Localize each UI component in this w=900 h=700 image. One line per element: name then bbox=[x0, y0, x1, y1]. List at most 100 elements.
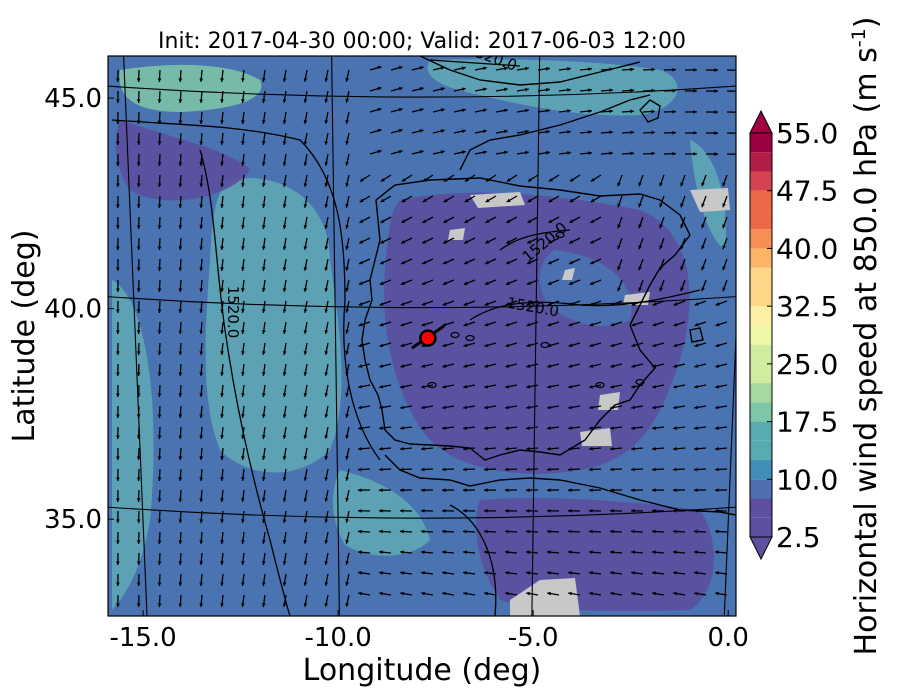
wind-arrowhead bbox=[463, 364, 468, 368]
wind-arrowhead bbox=[157, 225, 162, 229]
wind-arrowhead bbox=[324, 602, 329, 607]
wind-arrowhead bbox=[715, 488, 719, 493]
wind-arrowhead bbox=[463, 529, 467, 534]
wind-arrowhead bbox=[715, 322, 720, 327]
colorbar-tick-label: 40.0 bbox=[776, 232, 838, 265]
wind-arrowhead bbox=[505, 467, 509, 472]
wind-arrowhead bbox=[630, 151, 634, 156]
wind-arrowhead bbox=[199, 246, 204, 250]
wind-arrowhead bbox=[282, 141, 287, 145]
wind-arrowhead bbox=[505, 446, 509, 451]
wind-arrowhead bbox=[261, 78, 266, 82]
wind-arrowhead bbox=[652, 529, 656, 534]
contour-line bbox=[111, 119, 381, 461]
colorbar-segment bbox=[750, 479, 772, 499]
wind-arrowhead bbox=[590, 177, 595, 182]
wind-arrowhead bbox=[345, 602, 350, 607]
wind-arrowhead bbox=[157, 183, 162, 187]
wind-arrowhead bbox=[115, 225, 120, 229]
wind-arrowhead bbox=[398, 86, 403, 91]
wind-arrowhead bbox=[379, 571, 383, 575]
wind-arrowhead bbox=[610, 571, 614, 575]
wind-arrowhead bbox=[610, 426, 614, 430]
wind-arrowhead bbox=[199, 498, 204, 502]
wind-arrowhead bbox=[693, 67, 697, 72]
wind-arrowhead bbox=[440, 66, 445, 70]
wind-arrowhead bbox=[421, 467, 425, 472]
wind-arrowhead bbox=[652, 550, 656, 555]
wind-arrowhead bbox=[442, 384, 447, 389]
wind-arrowhead bbox=[652, 571, 656, 575]
wind-arrowhead bbox=[526, 591, 530, 596]
wind-arrowhead bbox=[482, 108, 487, 113]
wind-arrowhead bbox=[547, 550, 551, 555]
wind-arrowhead bbox=[157, 477, 162, 481]
colorbar-segment bbox=[750, 306, 772, 326]
wind-arrowhead bbox=[715, 467, 719, 472]
wind-arrowhead bbox=[421, 550, 425, 555]
wind-arrowhead bbox=[715, 529, 719, 534]
wind-arrowhead bbox=[379, 384, 384, 389]
wind-arrowhead bbox=[610, 550, 614, 555]
wind-arrowhead bbox=[631, 322, 636, 327]
wind-arrowhead bbox=[157, 330, 162, 334]
wind-arrowhead bbox=[359, 240, 364, 244]
wind-arrowhead bbox=[157, 246, 162, 250]
wind-arrowhead bbox=[484, 529, 488, 534]
wind-arrowhead bbox=[136, 246, 141, 250]
wind-arrowhead bbox=[282, 288, 287, 292]
wind-arrowhead bbox=[505, 508, 509, 513]
wind-arrowhead bbox=[547, 405, 551, 410]
wind-arrowhead bbox=[324, 140, 329, 145]
wind-arrowhead bbox=[220, 519, 224, 523]
wind-arrowhead bbox=[610, 488, 614, 493]
wind-arrowhead bbox=[651, 151, 655, 156]
missing-data-patch bbox=[448, 228, 465, 240]
wind-arrowhead bbox=[672, 67, 676, 72]
wind-arrowhead bbox=[722, 245, 726, 250]
wind-arrowhead bbox=[220, 246, 224, 250]
wind-arrowhead bbox=[282, 183, 287, 187]
wind-arrowhead bbox=[463, 343, 468, 348]
wind-arrowhead bbox=[324, 392, 329, 397]
wind-arrowhead bbox=[220, 225, 224, 229]
wind-arrowhead bbox=[377, 128, 382, 133]
wind-arrowhead bbox=[694, 529, 698, 534]
wind-arrowhead bbox=[631, 571, 635, 575]
wind-arrowhead bbox=[220, 141, 224, 145]
colorbar-tick-label: 2.5 bbox=[776, 521, 821, 554]
wind-arrowhead bbox=[220, 456, 224, 460]
wind-arrowhead bbox=[324, 287, 329, 292]
wind-arrowhead bbox=[630, 67, 634, 72]
wind-arrowhead bbox=[638, 266, 642, 271]
wind-arrowhead bbox=[345, 560, 350, 565]
wind-arrowhead bbox=[261, 288, 266, 292]
wind-arrowhead bbox=[463, 446, 467, 451]
wind-arrowhead bbox=[261, 519, 266, 523]
wind-arrowhead bbox=[568, 384, 573, 389]
wind-arrowhead bbox=[547, 322, 552, 327]
wind-arrowhead bbox=[673, 364, 678, 368]
wind-arrowhead bbox=[199, 141, 204, 145]
island-outline bbox=[450, 331, 460, 339]
wind-arrowhead bbox=[324, 455, 329, 460]
contour-line bbox=[449, 504, 497, 616]
wind-arrowhead bbox=[136, 120, 141, 124]
wind-arrowhead bbox=[261, 204, 266, 208]
wind-arrowhead bbox=[547, 591, 551, 596]
wind-arrowhead bbox=[422, 177, 427, 182]
wind-arrowhead bbox=[568, 488, 572, 493]
wind-arrowhead bbox=[694, 591, 698, 596]
colorbar-segment bbox=[750, 460, 772, 480]
wind-arrowhead bbox=[443, 177, 448, 182]
wind-arrowhead bbox=[526, 405, 530, 410]
wind-arrowhead bbox=[610, 529, 614, 534]
wind-arrowhead bbox=[157, 162, 162, 166]
wind-arrowhead bbox=[199, 414, 204, 418]
wind-arrowhead bbox=[680, 245, 684, 250]
wind-arrowhead bbox=[484, 591, 488, 596]
wind-arrowhead bbox=[419, 108, 424, 112]
wind-arrowhead bbox=[324, 182, 329, 187]
wind-arrowhead bbox=[303, 498, 308, 502]
wind-arrowhead bbox=[673, 529, 677, 534]
